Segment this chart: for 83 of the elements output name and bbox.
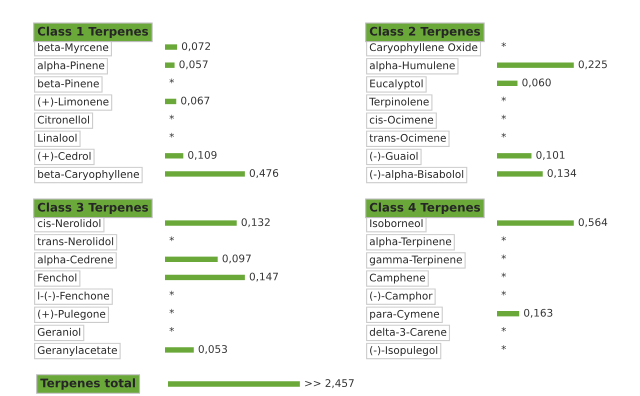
y-tick-label: (-)-Isopulegol xyxy=(370,346,438,356)
y-tick-label: (+)-Limonene xyxy=(38,97,109,107)
y-tick-label: alpha-Terpinene xyxy=(370,237,452,248)
y-tick-label: (+)-Pulegone xyxy=(38,310,106,320)
bar xyxy=(165,98,176,104)
y-tick-label: Caryophyllene Oxide xyxy=(370,43,478,54)
text: * xyxy=(169,326,174,332)
text: * xyxy=(169,114,174,120)
y-tick-label: alpha-Cedrene xyxy=(38,255,114,266)
bar xyxy=(497,62,574,68)
data-label: 0,134 xyxy=(548,169,576,178)
text: * xyxy=(169,78,174,84)
text: * xyxy=(169,236,174,242)
bar xyxy=(165,220,237,226)
y-tick-label: beta-Myrcene xyxy=(38,43,108,54)
y-tick-label: trans-Nerolidol xyxy=(38,237,114,246)
bar xyxy=(165,62,175,68)
text: * xyxy=(501,132,506,138)
bar xyxy=(165,171,245,177)
text: * xyxy=(501,272,506,278)
y-tick-label: trans-Ocimene xyxy=(370,134,446,142)
chart-title: Class 2 Terpenes xyxy=(370,26,480,38)
y-tick-label: (-)-Guaiol xyxy=(370,152,418,162)
data-label: 0,564 xyxy=(578,218,608,228)
y-tick-label: alpha-Pinene xyxy=(38,61,104,72)
text: * xyxy=(169,290,174,296)
y-tick-label: Geraniol xyxy=(38,328,80,336)
data-label: 0,057 xyxy=(179,60,208,70)
bar xyxy=(497,153,532,159)
text: * xyxy=(501,42,506,47)
y-tick-label: Fenchol xyxy=(38,273,76,282)
y-tick-label: cis-Nerolidol xyxy=(38,219,100,228)
data-label: 0,476 xyxy=(250,169,278,178)
data-label: 0,097 xyxy=(222,254,251,264)
text: * xyxy=(501,345,506,350)
y-tick-label: delta-3-Carene xyxy=(370,328,446,336)
bar xyxy=(165,256,218,262)
data-label: 0,053 xyxy=(198,345,227,354)
y-tick-label: Terpinolene xyxy=(369,97,429,108)
text: * xyxy=(501,96,506,102)
y-tick-label: Geranylacetate xyxy=(38,346,117,356)
chart-title: Class 4 Terpenes xyxy=(370,202,480,214)
bar xyxy=(497,171,543,177)
text: Terpenes total xyxy=(40,378,135,390)
text: * xyxy=(169,308,174,314)
y-tick-label: beta-Caryophyllene xyxy=(38,170,139,180)
chart-title: Class 3 Terpenes xyxy=(38,202,148,214)
data-label: 0,132 xyxy=(242,218,270,228)
text: * xyxy=(501,326,506,332)
bar xyxy=(165,274,245,280)
y-tick-label: cis-Ocimene xyxy=(370,116,434,124)
text: * xyxy=(501,114,506,120)
data-label: 0,163 xyxy=(524,308,552,318)
text: * xyxy=(169,132,174,138)
y-tick-label: (+)-Cedrol xyxy=(38,152,90,162)
bar xyxy=(165,153,184,159)
data-label: 0,060 xyxy=(522,78,551,88)
data-label: 0,109 xyxy=(188,150,217,160)
data-label: >> 2,457 xyxy=(305,379,354,388)
y-tick-label: gamma-Terpinene xyxy=(370,255,462,266)
y-tick-label: beta-Pinene xyxy=(38,79,99,88)
chart-title: Class 1 Terpenes xyxy=(38,26,148,38)
text: * xyxy=(501,254,506,260)
y-tick-label: Eucalyptol xyxy=(370,79,423,90)
y-tick-label: Camphene xyxy=(370,273,426,284)
y-tick-label: Isoborneol xyxy=(370,219,422,228)
y-tick-label: l-(-)-Fenchone xyxy=(38,292,110,301)
bar xyxy=(165,44,178,50)
data-label: 0,225 xyxy=(578,60,607,70)
data-label: 0,072 xyxy=(182,42,210,52)
data-label: 0,067 xyxy=(181,96,210,106)
y-tick-label: (-)-alpha-Bisabolol xyxy=(370,170,464,180)
y-tick-label: (-)-Camphor xyxy=(370,292,433,302)
y-tick-label: Citronellol xyxy=(38,116,89,124)
bar xyxy=(497,80,518,86)
y-tick-label: para-Cymene xyxy=(370,310,440,320)
bar xyxy=(165,347,194,353)
data-label: 0,101 xyxy=(536,150,565,160)
data-label: 0,147 xyxy=(250,272,278,282)
y-tick-label: Linalool xyxy=(38,134,76,142)
text: * xyxy=(501,290,506,296)
y-tick-label: alpha-Humulene xyxy=(370,61,455,72)
text: * xyxy=(501,236,506,242)
